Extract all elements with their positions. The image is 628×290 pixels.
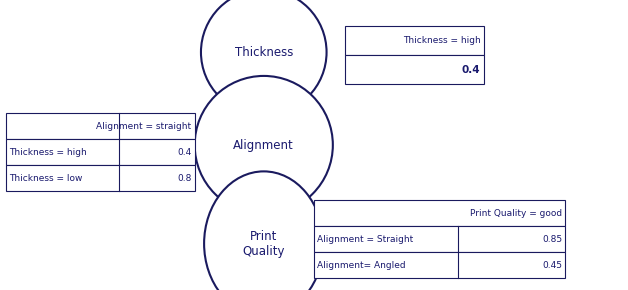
Text: 0.45: 0.45 (542, 261, 562, 270)
Bar (6, 139, 195, 165)
Text: Print
Quality: Print Quality (242, 230, 285, 258)
Ellipse shape (201, 0, 327, 115)
Bar (314, 226, 565, 252)
Text: Thickness = low: Thickness = low (9, 174, 83, 183)
Text: Alignment = Straight: Alignment = Straight (317, 235, 413, 244)
Bar (314, 200, 565, 226)
Bar (6, 165, 195, 191)
Text: Thickness = high: Thickness = high (403, 36, 480, 45)
Bar (6, 113, 195, 139)
Text: 0.4: 0.4 (177, 148, 192, 157)
Ellipse shape (204, 171, 323, 290)
Text: Alignment= Angled: Alignment= Angled (317, 261, 406, 270)
Text: Thickness: Thickness (235, 46, 293, 59)
Text: Print Quality = good: Print Quality = good (470, 209, 562, 218)
Text: Alignment: Alignment (234, 139, 294, 151)
Text: Thickness = high: Thickness = high (9, 148, 87, 157)
Text: 0.4: 0.4 (462, 65, 480, 75)
Bar (345, 26, 484, 55)
Ellipse shape (195, 76, 333, 214)
Bar (345, 55, 484, 84)
Text: 0.85: 0.85 (542, 235, 562, 244)
Bar (314, 252, 565, 278)
Text: Alignment = straight: Alignment = straight (97, 122, 192, 131)
Text: 0.8: 0.8 (177, 174, 192, 183)
